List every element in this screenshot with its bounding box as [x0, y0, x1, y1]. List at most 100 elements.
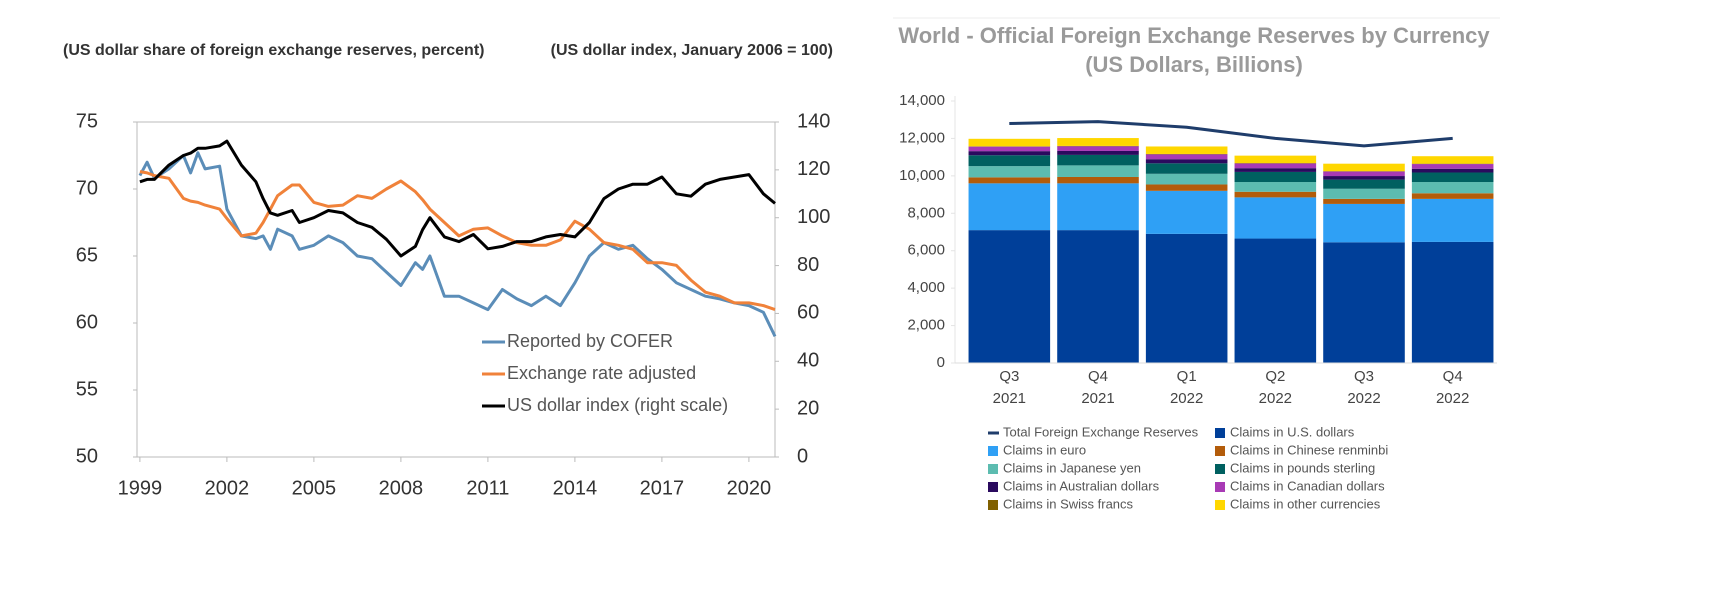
series-line	[138, 151, 777, 338]
x-tick-label: Q1 2022	[1170, 368, 1203, 407]
legend-swatch	[1215, 428, 1225, 438]
chart-title: World - Official Foreign Exchange Reserv…	[898, 23, 1490, 48]
bar-segment	[1145, 233, 1228, 363]
bar-segment	[1323, 171, 1405, 177]
bar-segment	[1145, 146, 1228, 154]
bar-segment	[1057, 146, 1139, 151]
bar-segment	[1411, 156, 1494, 164]
y2-tick-label: 60	[797, 302, 819, 324]
y2-tick-label: 20	[797, 397, 819, 419]
y2-tick-label: 100	[797, 206, 830, 228]
legend-swatch	[1215, 500, 1225, 510]
bar-segment	[1145, 163, 1228, 174]
bar-segment	[1057, 230, 1139, 363]
y2-axis-label: (US dollar index, January 2006 = 100)	[551, 42, 833, 59]
y2-tick-label: 140	[797, 110, 830, 132]
bar-segment	[968, 151, 1051, 156]
bar-segment	[1057, 183, 1139, 231]
bar-segment	[1145, 154, 1228, 160]
y-tick-label: 65	[76, 244, 98, 266]
x-tick-label: 2008	[379, 477, 424, 499]
bar-segment	[968, 155, 1051, 167]
x-tick-label: 2011	[466, 477, 509, 499]
legend-swatch	[1215, 482, 1225, 492]
bar-segment	[1411, 198, 1494, 242]
y-tick-label: 4,000	[907, 279, 945, 296]
y2-tick-label: 0	[797, 445, 808, 467]
bar-segment	[1057, 154, 1139, 166]
y-tick-label: 60	[76, 311, 98, 333]
y2-tick-label: 40	[797, 350, 819, 372]
y-tick-label: 12,000	[899, 129, 945, 146]
legend-label: Claims in other currencies	[1230, 496, 1381, 511]
bar-segment	[1323, 242, 1405, 363]
legend-label: Claims in pounds sterling	[1230, 460, 1375, 475]
y-tick-label: 2,000	[907, 317, 945, 334]
x-tick-label: Q3 2021	[993, 368, 1026, 407]
bar-segment	[1323, 176, 1405, 180]
bar-segment	[968, 146, 1051, 152]
legend-label: Claims in Swiss francs	[1003, 496, 1134, 511]
y-tick-label: 10,000	[899, 167, 945, 184]
y2-tick-label: 80	[797, 254, 819, 276]
legend-label: Claims in Chinese renminbi	[1230, 442, 1388, 457]
bar-segment	[968, 166, 1051, 178]
legend-label: Claims in Japanese yen	[1003, 460, 1141, 475]
bar-segment	[1411, 164, 1494, 169]
bar-segment	[1057, 138, 1139, 146]
y-tick-label: 14,000	[899, 92, 945, 109]
y-tick-label: 0	[937, 354, 945, 371]
plot-frame	[136, 121, 776, 458]
bar-segment	[1234, 155, 1317, 164]
y-axis-label: (US dollar share of foreign exchange res…	[63, 42, 484, 59]
y-tick-label: 6,000	[907, 242, 945, 259]
legend-label: Claims in Australian dollars	[1003, 478, 1160, 493]
legend-label: Exchange rate adjusted	[507, 363, 696, 383]
bar-segment	[1234, 168, 1317, 172]
legend-label: Total Foreign Exchange Reserves	[1003, 424, 1199, 439]
bar-segment	[1234, 182, 1317, 192]
bar-segment	[1411, 172, 1494, 183]
x-tick-label: 2017	[640, 477, 685, 499]
bar-segment	[1057, 176, 1139, 184]
bar-segment	[1411, 241, 1494, 363]
bar-segment	[1234, 191, 1317, 198]
legend-label: Claims in euro	[1003, 442, 1086, 457]
bar-segment	[1057, 165, 1139, 177]
bar-segment	[1145, 173, 1228, 185]
legend-swatch	[988, 464, 998, 474]
bar-segment	[1323, 179, 1405, 189]
legend-swatch	[988, 446, 998, 456]
series-line	[139, 170, 776, 312]
total-line	[1009, 120, 1453, 148]
x-tick-label: 2005	[292, 477, 337, 499]
legend-swatch	[988, 500, 998, 510]
bar-segment	[1323, 198, 1405, 204]
y-tick-label: 50	[76, 445, 98, 467]
x-tick-label: Q4 2022	[1436, 368, 1469, 407]
bar-segment	[1234, 197, 1317, 239]
bar-segment	[968, 138, 1051, 147]
legend-swatch	[1215, 446, 1225, 456]
bar-segment	[1234, 171, 1317, 183]
legend-label: Claims in U.S. dollars	[1230, 424, 1355, 439]
bar-segment	[1145, 190, 1228, 234]
y-tick-label: 8,000	[907, 204, 945, 221]
legend-swatch	[988, 482, 998, 492]
bar-segment	[1323, 188, 1405, 199]
bar-segment	[1057, 150, 1139, 155]
bar-segment	[1145, 159, 1228, 164]
x-tick-label: Q3 2022	[1347, 368, 1380, 407]
bar-segment	[1411, 182, 1494, 194]
bar-segment	[968, 230, 1051, 363]
x-tick-label: 2014	[553, 477, 598, 499]
y-tick-label: 70	[76, 177, 98, 199]
x-tick-label: 2002	[205, 477, 250, 499]
legend-swatch	[1215, 464, 1225, 474]
y-tick-label: 75	[76, 110, 98, 132]
legend-label: Reported by COFER	[507, 331, 673, 351]
chart-subtitle: (US Dollars, Billions)	[1085, 52, 1303, 77]
series-line	[139, 139, 776, 258]
